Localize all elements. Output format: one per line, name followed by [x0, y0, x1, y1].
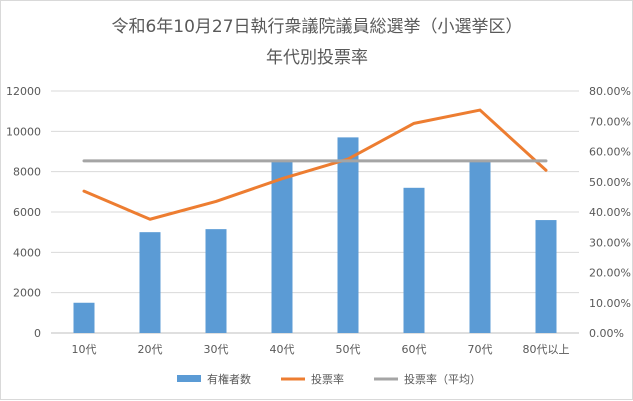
grid-lines	[51, 90, 579, 334]
y-right-tick-label: 50.00%	[589, 176, 631, 189]
bar	[403, 187, 425, 333]
y-right-tick-label: 30.00%	[589, 236, 631, 249]
y-right-tick-label: 70.00%	[589, 115, 631, 128]
x-tick-label: 40代	[270, 343, 295, 356]
y-right-tick-label: 80.00%	[589, 85, 631, 98]
bar	[205, 229, 227, 333]
series-line	[82, 108, 548, 221]
x-tick-label: 20代	[138, 343, 163, 356]
x-tick-label: 60代	[402, 343, 427, 356]
y-right-tick-label: 60.00%	[589, 146, 631, 159]
x-tick-label: 70代	[468, 343, 493, 356]
y-left-tick-label: 10000	[6, 125, 41, 138]
axis-labels: 0 2000 4000 6000 8000 10000 12000 0.00% 10.00% 20…	[6, 85, 631, 356]
y-right-tick-label: 10.00%	[589, 297, 631, 310]
bar	[73, 302, 95, 333]
x-tick-label: 50代	[336, 343, 361, 356]
y-left-tick-label: 2000	[13, 287, 41, 300]
x-tick-label: 80代以上	[523, 343, 570, 356]
y-right-tick-label: 20.00%	[589, 267, 631, 280]
legend-label: 投票率（平均）	[404, 372, 481, 386]
chart-subtitle: 年代別投票率	[266, 48, 368, 68]
y-left-tick-label: 12000	[6, 85, 41, 98]
y-left-tick-label: 8000	[13, 166, 41, 179]
x-tick-label: 10代	[72, 343, 97, 356]
bar	[469, 161, 491, 333]
bar-series	[73, 137, 557, 333]
x-tick-label: 30代	[204, 343, 229, 356]
legend-label: 有権者数	[207, 372, 251, 386]
y-right-tick-label: 40.00%	[589, 206, 631, 219]
legend-label: 投票率	[311, 372, 344, 386]
y-right-tick-label: 0.00%	[589, 327, 624, 340]
y-left-tick-label: 0	[34, 327, 41, 340]
bar	[271, 161, 293, 333]
bar	[337, 137, 359, 333]
legend: 有権者数 投票率 投票率（平均）	[177, 372, 481, 386]
bar	[535, 220, 557, 333]
y-left-tick-label: 6000	[13, 206, 41, 219]
line-series	[82, 108, 548, 221]
legend-swatch	[177, 375, 201, 382]
bar	[139, 232, 161, 333]
chart-title: 令和6年10月27日執行衆議院議員総選挙（小選挙区）	[111, 17, 522, 37]
y-left-tick-label: 4000	[13, 246, 41, 259]
